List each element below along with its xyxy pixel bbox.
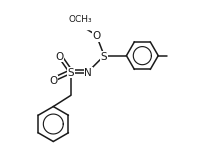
Text: O: O bbox=[56, 52, 64, 62]
Text: O: O bbox=[92, 31, 100, 41]
Text: OCH₃: OCH₃ bbox=[68, 15, 92, 24]
Text: O: O bbox=[49, 76, 57, 86]
Text: S: S bbox=[67, 68, 74, 78]
Text: S: S bbox=[101, 52, 107, 62]
Text: methoxy: methoxy bbox=[55, 23, 79, 28]
Text: N: N bbox=[84, 68, 92, 78]
